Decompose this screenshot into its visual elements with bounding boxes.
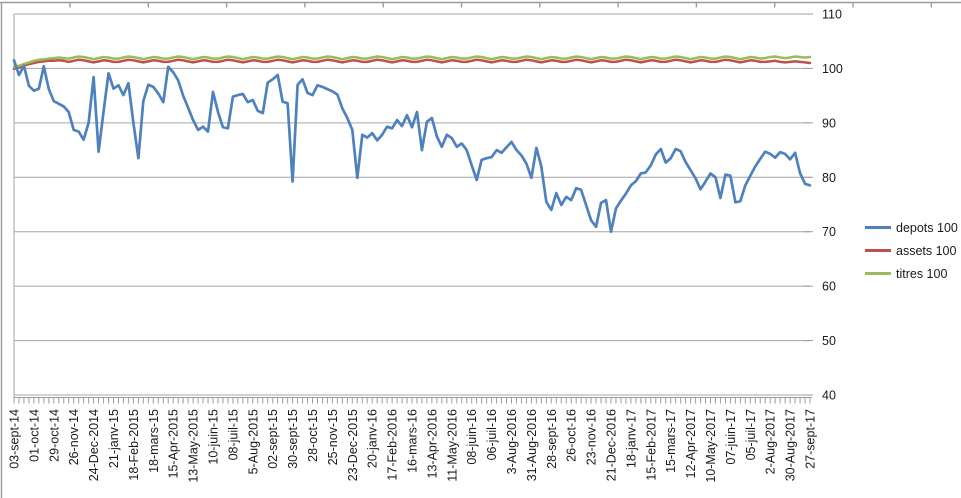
legend-swatch-assets — [865, 249, 891, 252]
x-axis-tick-label: 5-Aug-2015 — [246, 409, 260, 474]
x-axis-tick-label: 23-Dec-2015 — [346, 409, 360, 481]
x-axis-tick-label: 05-juil-17 — [744, 409, 758, 460]
x-axis-tick-label: 02-sept-15 — [266, 409, 280, 469]
legend-swatch-titres — [865, 272, 891, 275]
x-axis-tick-label: 07-juin-17 — [724, 409, 738, 465]
x-axis-tick-label: 13-Apr-2016 — [425, 409, 439, 479]
x-axis-labels: 03-sept-14 01-oct-14 29-oct-14 26-nov-14 24-… — [8, 409, 818, 483]
x-axis-tick-label: 30-Aug-2017 — [784, 409, 798, 481]
x-axis-tick-label: 17-Feb-2016 — [386, 409, 400, 481]
y-axis-tick-label: 110 — [822, 8, 842, 22]
x-axis-tick-label: 03-sept-14 — [8, 409, 22, 469]
y-axis-tick-label: 80 — [822, 171, 836, 185]
x-axis-tick-label: 21-Dec-2016 — [605, 409, 619, 481]
legend-label-depots: depots 100 — [896, 220, 958, 235]
series-depots-line[interactable] — [12, 58, 812, 234]
x-axis-tick-label: 31-Aug-2016 — [525, 409, 539, 481]
legend-label-titres: titres 100 — [896, 266, 948, 281]
x-axis-tick-label: 06-juil-16 — [485, 409, 499, 460]
x-axis-tick-label: 18-Feb-2015 — [127, 409, 141, 481]
y-axis-tick-label: 40 — [822, 389, 836, 403]
x-axis-tick-label: 3-Aug-2016 — [505, 409, 519, 474]
x-axis-tick-label: 10-juin-15 — [207, 409, 221, 465]
y-axis-tick-label: 100 — [822, 62, 843, 76]
x-axis-tick-label: 16-mars-16 — [406, 409, 420, 473]
y-axis-tick-label: 70 — [822, 225, 836, 239]
legend-item-depots[interactable]: depots 100 — [865, 216, 958, 239]
x-axis-tick-label: 13-May-2015 — [187, 409, 201, 483]
legend-swatch-depots — [865, 226, 891, 229]
x-axis-tick-label: 12-Apr-2017 — [684, 409, 698, 479]
y-axis-tick-label: 90 — [822, 116, 836, 130]
x-axis-tick-label: 2-Aug-2017 — [764, 409, 778, 474]
x-axis-tick-label: 26-nov-14 — [67, 409, 81, 465]
x-axis-tick-label: 08-juin-16 — [465, 409, 479, 465]
x-axis-tick-label: 18-janv-17 — [624, 409, 638, 468]
legend-item-titres[interactable]: titres 100 — [865, 262, 958, 285]
x-axis-tick-label: 30-sept-15 — [286, 409, 300, 469]
x-axis-tick-label: 10-May-2017 — [704, 409, 718, 483]
legend-label-assets: assets 100 — [896, 243, 957, 258]
y-axis: 110 100 90 80 70 60 50 40 — [803, 8, 843, 403]
y-axis-tick-label: 50 — [822, 334, 836, 348]
x-axis-tick-label: 18-mars-15 — [147, 409, 161, 473]
x-axis-tick-label: 15-Apr-2015 — [167, 409, 181, 479]
x-axis-tick-label: 01-oct-14 — [27, 409, 41, 462]
x-axis — [13, 397, 812, 404]
x-axis-tick-label: 15-Feb-2017 — [644, 409, 658, 481]
series-assets-line[interactable] — [12, 58, 812, 71]
chart-legend: depots 100 assets 100 titres 100 — [865, 216, 958, 285]
x-axis-tick-label: 21-janv-15 — [107, 409, 121, 468]
x-axis-tick-label: 20-janv-16 — [366, 409, 380, 468]
x-axis-tick-label: 26-oct-16 — [565, 409, 579, 462]
gridlines — [14, 13, 810, 396]
legend-item-assets[interactable]: assets 100 — [865, 239, 958, 262]
x-axis-tick-label: 25-nov-15 — [326, 409, 340, 465]
series-titres-line[interactable] — [12, 55, 812, 69]
x-axis-tick-label: 29-oct-14 — [47, 409, 61, 462]
x-axis-tick-label: 08-juil-15 — [226, 409, 240, 460]
x-axis-tick-label: 28-oct-15 — [306, 409, 320, 462]
x-axis-tick-label: 15-mars-17 — [664, 409, 678, 473]
x-axis-tick-label: 23-nov-16 — [585, 409, 599, 465]
y-axis-tick-label: 60 — [822, 280, 836, 294]
x-axis-tick-label: 24-Dec-2014 — [87, 409, 101, 481]
x-axis-tick-label: 28-sept-16 — [545, 409, 559, 469]
x-axis-tick-label: 11-May-2016 — [445, 409, 459, 482]
x-axis-tick-label: 27-sept-17 — [804, 409, 818, 469]
